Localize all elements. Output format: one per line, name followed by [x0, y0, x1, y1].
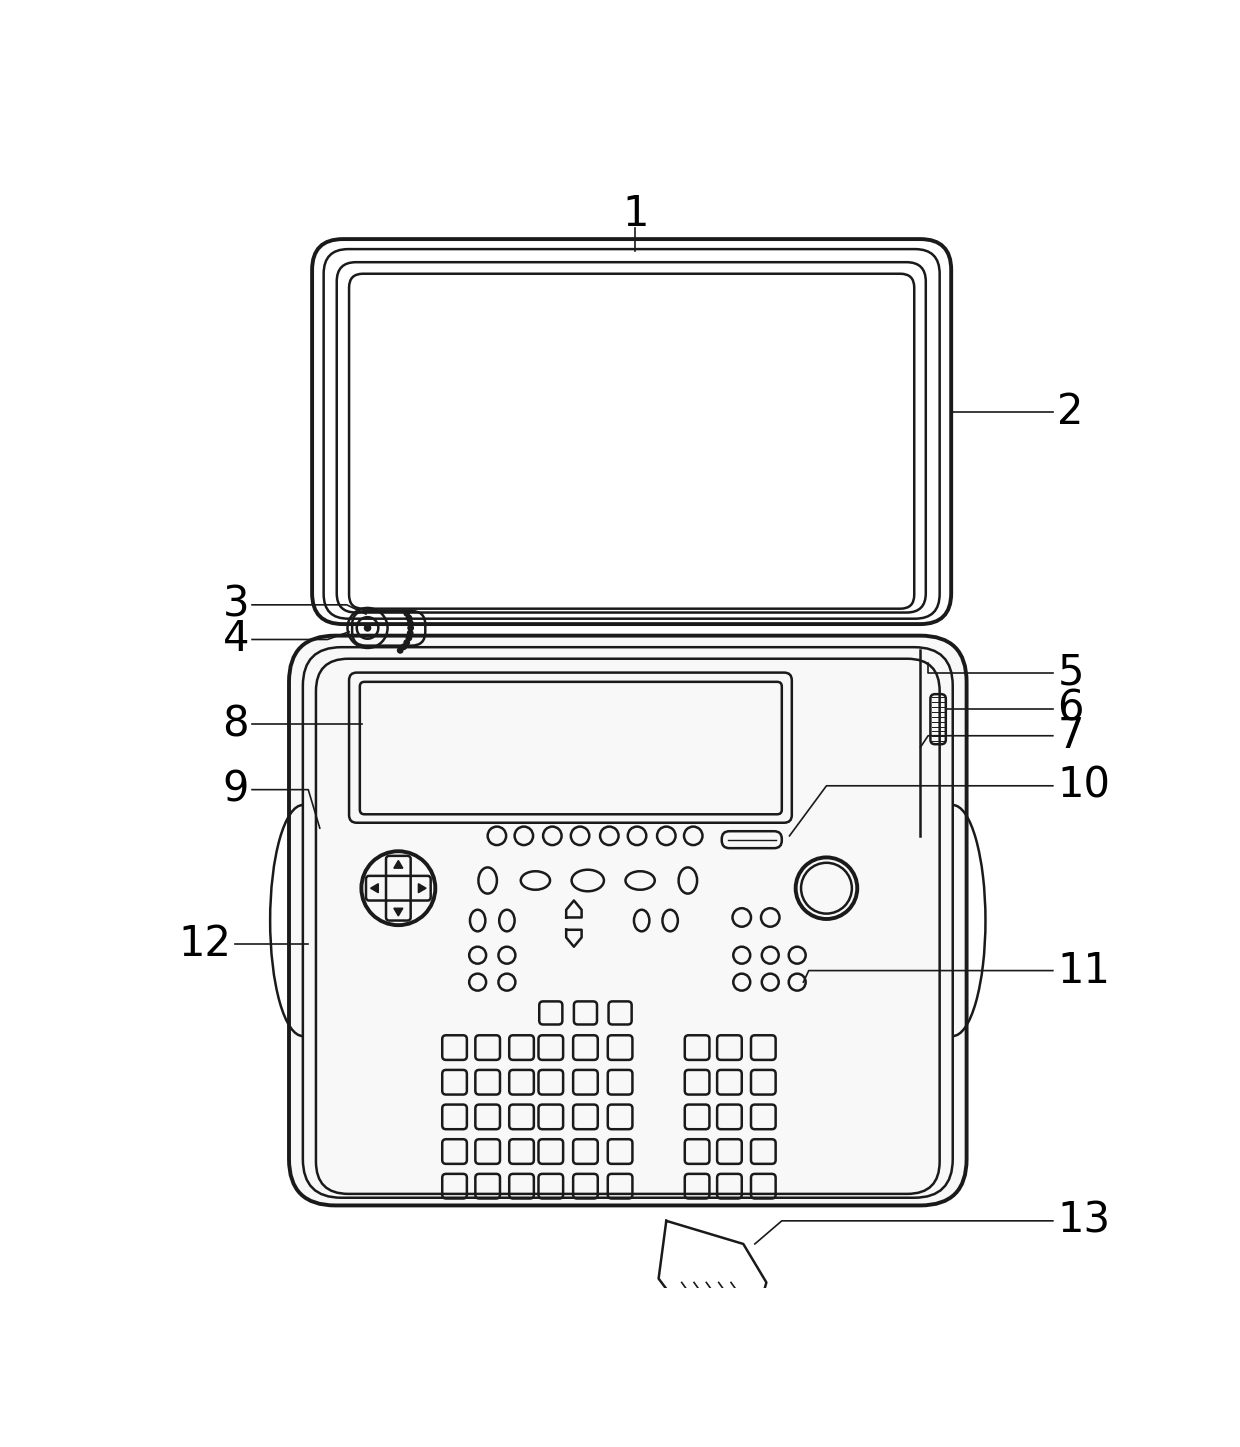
- Text: 3: 3: [222, 583, 249, 627]
- Circle shape: [401, 644, 407, 650]
- Polygon shape: [371, 884, 378, 893]
- Polygon shape: [394, 909, 403, 916]
- Text: 12: 12: [179, 923, 231, 965]
- Text: 9: 9: [223, 768, 249, 810]
- Circle shape: [404, 640, 409, 645]
- Polygon shape: [394, 861, 403, 868]
- Polygon shape: [418, 884, 427, 893]
- Circle shape: [408, 625, 413, 631]
- Circle shape: [398, 648, 403, 653]
- Circle shape: [407, 615, 412, 621]
- Text: 1: 1: [622, 192, 649, 234]
- Text: 4: 4: [222, 618, 249, 660]
- Circle shape: [365, 625, 371, 631]
- Text: 11: 11: [1058, 949, 1111, 991]
- FancyBboxPatch shape: [289, 635, 967, 1205]
- Circle shape: [407, 635, 412, 641]
- Text: 2: 2: [1058, 391, 1084, 433]
- Text: 7: 7: [1058, 715, 1084, 757]
- Text: 10: 10: [1058, 765, 1111, 807]
- Text: 8: 8: [222, 703, 249, 745]
- Text: 5: 5: [1058, 651, 1084, 693]
- Circle shape: [408, 631, 413, 635]
- Text: 13: 13: [1058, 1200, 1111, 1242]
- Text: 6: 6: [1058, 687, 1084, 729]
- Circle shape: [404, 611, 409, 616]
- Circle shape: [408, 621, 413, 625]
